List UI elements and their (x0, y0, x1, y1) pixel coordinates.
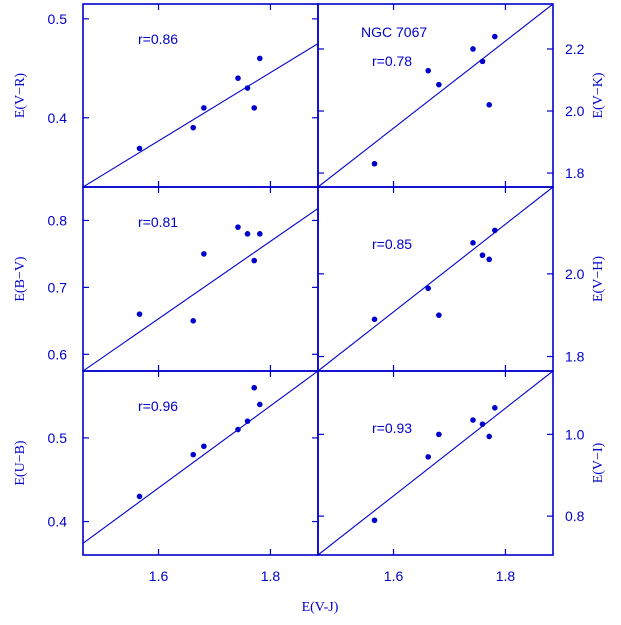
x-axis-label: E(V-J) (302, 600, 339, 615)
y-tick-label: 0.5 (48, 430, 68, 446)
data-point (486, 102, 493, 108)
data-point (257, 55, 263, 62)
panel-6: 0.8 1.0 E(V−I) r=0.93 1.6 1.8 (317, 370, 606, 584)
data-point (436, 81, 442, 88)
y-tick-label: 0.6 (48, 346, 68, 362)
panel-2: 1.8 2.0 2.2 E(V−K) r=0.78 NGC 7067 (317, 3, 606, 188)
data-point (190, 124, 197, 131)
data-point (201, 251, 207, 257)
correlation-annotation: r=0.85 (372, 236, 412, 252)
data-point (479, 421, 486, 427)
x-tick-label: 1.8 (496, 568, 516, 584)
correlation-annotation: r=0.78 (372, 53, 412, 69)
data-point (492, 227, 498, 234)
data-point (371, 517, 378, 524)
data-point (486, 256, 493, 263)
x-tick-label: 1.6 (384, 568, 404, 584)
data-point (257, 231, 263, 237)
y-tick-label: 0.4 (48, 110, 68, 126)
data-point (492, 405, 498, 411)
panel-frame (82, 370, 319, 556)
data-point (201, 105, 207, 111)
y-tick-label: 2.2 (565, 41, 585, 57)
y-axis-label: E(B−V) (13, 256, 28, 302)
data-point (257, 401, 263, 408)
y-tick-label: 0.4 (48, 514, 68, 530)
y-tick-label: 0.8 (48, 212, 68, 228)
data-point (479, 58, 486, 65)
fit-line (83, 371, 318, 544)
y-tick-label: 1.0 (565, 426, 585, 442)
y-axis-label: E(V−H) (591, 256, 606, 302)
fit-line (83, 207, 318, 371)
data-point (235, 75, 241, 81)
data-point (436, 312, 442, 318)
data-point (136, 493, 143, 500)
correlation-annotation: r=0.86 (138, 31, 178, 47)
data-point (136, 145, 143, 152)
panel-3: 0.6 0.7 0.8 E(B−V) r=0.81 (13, 186, 319, 372)
data-point (470, 46, 476, 52)
panel-frame (317, 370, 554, 556)
data-point (470, 417, 476, 423)
panel-frame (82, 186, 319, 372)
data-point (425, 285, 432, 292)
data-point (136, 311, 143, 317)
panel-frame (82, 3, 319, 188)
data-point (470, 240, 476, 246)
data-point (190, 451, 197, 458)
y-tick-label: 1.8 (565, 165, 585, 181)
data-point (201, 443, 207, 450)
x-tick-label: 1.6 (149, 568, 169, 584)
y-axis-label: E(V−K) (591, 72, 606, 118)
x-tick-label: 1.8 (261, 568, 281, 584)
data-point (425, 67, 432, 74)
data-point (190, 318, 197, 324)
y-tick-label: 0.7 (48, 279, 68, 295)
fit-line (318, 371, 553, 555)
data-point (425, 454, 432, 460)
data-point (492, 33, 498, 40)
data-point (371, 160, 378, 167)
y-tick-label: 0.8 (565, 508, 585, 524)
y-tick-label: 2.0 (565, 266, 585, 282)
panel-title: NGC 7067 (361, 24, 427, 40)
y-axis-label: E(V−R) (13, 73, 28, 119)
panel-5: 0.4 0.5 E(U−B) r=0.96 1.6 1.8 (13, 370, 319, 584)
data-point (235, 426, 241, 433)
data-point (244, 85, 251, 91)
correlation-annotation: r=0.81 (138, 214, 178, 230)
data-point (436, 431, 442, 438)
data-point (244, 418, 251, 424)
fit-line (318, 187, 553, 371)
data-point (251, 105, 258, 111)
panel-4: 1.8 2.0 E(V−H) r=0.85 (317, 186, 606, 372)
fit-line (83, 43, 318, 187)
data-point (251, 384, 258, 391)
data-point (244, 231, 251, 237)
y-tick-label: 1.8 (565, 349, 585, 365)
panel-1: 0.4 0.5 E(V−R) r=0.86 (13, 3, 319, 188)
y-axis-label: E(U−B) (13, 440, 28, 486)
fit-line (318, 4, 553, 187)
correlation-annotation: r=0.93 (372, 420, 412, 436)
data-point (251, 257, 258, 264)
y-tick-label: 0.5 (48, 11, 68, 27)
data-point (486, 433, 493, 440)
data-point (479, 252, 486, 259)
data-point (371, 316, 378, 323)
y-tick-label: 2.0 (565, 103, 585, 119)
data-point (235, 224, 241, 230)
y-axis-label: E(V−I) (591, 442, 606, 483)
correlation-annotation: r=0.96 (138, 398, 178, 414)
